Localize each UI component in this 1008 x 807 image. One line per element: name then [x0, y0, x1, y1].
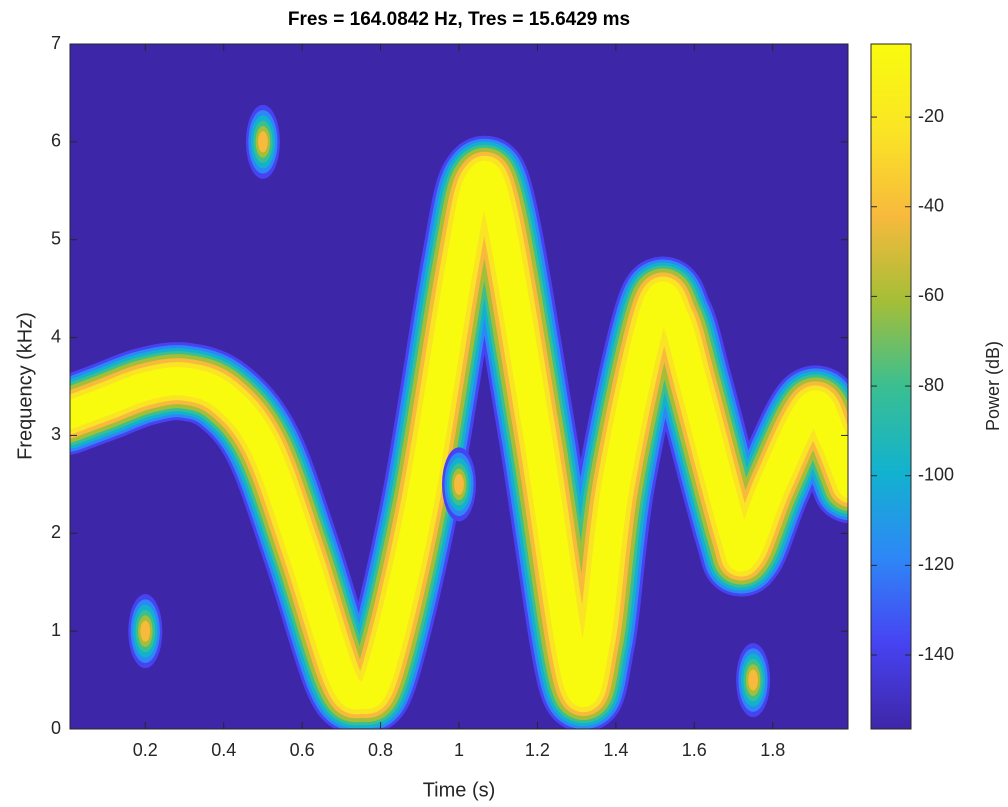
source-blob [140, 620, 151, 642]
y-tick-label: 5 [51, 228, 61, 248]
colorbar-tick-label: -140 [918, 644, 954, 664]
x-tick-label: 1.8 [760, 740, 785, 760]
source-blob [454, 473, 464, 495]
y-axis-label: Frequency (kHz) [14, 312, 36, 460]
y-tick-label: 6 [51, 131, 61, 151]
chart-title: Fres = 164.0842 Hz, Tres = 15.6429 ms [288, 9, 630, 30]
x-tick-label: 0.6 [290, 740, 315, 760]
x-tick-label: 1.6 [682, 740, 707, 760]
source-blob [748, 669, 758, 691]
x-tick-label: 0.4 [211, 740, 236, 760]
colorbar-tick-label: -120 [918, 554, 954, 574]
x-tick-label: 0.8 [368, 740, 393, 760]
x-tick-label: 1.4 [603, 740, 628, 760]
plot-area [70, 44, 848, 729]
ridge-band [70, 160, 848, 710]
colorbar-label: Power (dB) [983, 341, 1003, 431]
y-tick-label: 2 [51, 522, 61, 542]
colorbar-tick-label: -40 [918, 195, 944, 215]
source-blob [258, 131, 268, 153]
x-tick-label: 1.2 [525, 740, 550, 760]
colorbar-tick-label: -60 [918, 285, 944, 305]
y-tick-label: 0 [51, 718, 61, 738]
colorbar-tick-label: -80 [918, 375, 944, 395]
colorbar-tick-label: -20 [918, 106, 944, 126]
y-tick-label: 1 [51, 620, 61, 640]
colorbar-tick-label: -100 [918, 464, 954, 484]
colorbar [870, 43, 912, 730]
y-tick-label: 4 [51, 326, 61, 346]
x-tick-label: 0.2 [133, 740, 158, 760]
x-tick-label: 1 [454, 740, 464, 760]
y-tick-label: 3 [51, 424, 61, 444]
y-tick-label: 7 [51, 33, 61, 53]
x-axis-label: Time (s) [423, 779, 496, 801]
